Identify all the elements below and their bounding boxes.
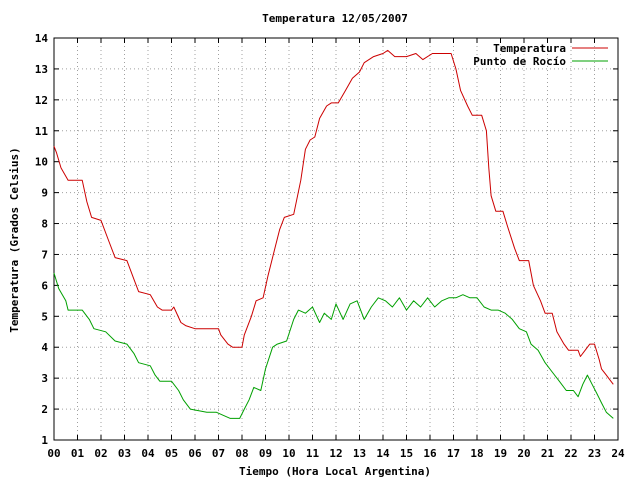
legend: Temperatura Punto de Rocío [473,42,608,68]
x-tick-label: 01 [71,447,85,460]
y-tick-label: 6 [41,279,48,292]
x-tick-label: 18 [470,447,483,460]
x-tick-label: 02 [94,447,107,460]
x-tick-label: 13 [353,447,366,460]
x-tick-label: 09 [259,447,272,460]
y-tick-label: 9 [41,187,48,200]
y-tick-label: 2 [41,403,48,416]
legend-label-punto-de-rocio: Punto de Rocío [473,55,566,68]
y-tick-label: 3 [41,372,48,385]
x-tick-label: 06 [188,447,202,460]
x-tick-label: 05 [165,447,178,460]
y-tick-label: 10 [35,156,48,169]
x-tick-label: 21 [541,447,555,460]
x-tick-label: 12 [329,447,342,460]
chart-title: Temperatura 12/05/2007 [262,12,408,25]
x-tick-label: 19 [494,447,507,460]
y-axis-label: Temperatura (Grados Celsius) [8,147,21,332]
x-tick-label: 17 [447,447,460,460]
x-tick-label: 20 [517,447,530,460]
x-tick-label: 15 [400,447,413,460]
x-tick-label: 04 [141,447,155,460]
legend-label-temperatura: Temperatura [493,42,566,55]
x-tick-label: 22 [564,447,577,460]
x-axis-ticks: 00 01 02 03 04 05 06 07 08 09 10 11 12 13 14 15 16 17 18 19… [47,38,625,460]
y-tick-label: 14 [35,32,49,45]
x-axis-label: Tiempo (Hora Local Argentina) [239,465,431,478]
x-tick-label: 16 [423,447,437,460]
data-series [53,49,614,419]
y-tick-label: 7 [41,248,48,261]
x-tick-label: 00 [47,447,60,460]
x-tick-label: 14 [376,447,390,460]
y-tick-label: 11 [35,125,49,138]
y-tick-label: 8 [41,218,48,231]
x-tick-label: 24 [611,447,625,460]
x-tick-label: 03 [118,447,131,460]
y-tick-label: 12 [35,94,48,107]
x-tick-label: 07 [212,447,225,460]
series-line-punto-de-rocio [53,272,614,419]
y-tick-label: 13 [35,63,48,76]
x-tick-label: 11 [306,447,320,460]
y-tick-label: 1 [41,434,48,447]
x-tick-label: 08 [235,447,248,460]
grid-lines [54,38,618,440]
y-tick-label: 4 [41,341,48,354]
series-line-temperatura [53,49,614,385]
x-tick-label: 10 [282,447,295,460]
y-tick-label: 5 [41,310,48,323]
x-tick-label: 23 [588,447,601,460]
